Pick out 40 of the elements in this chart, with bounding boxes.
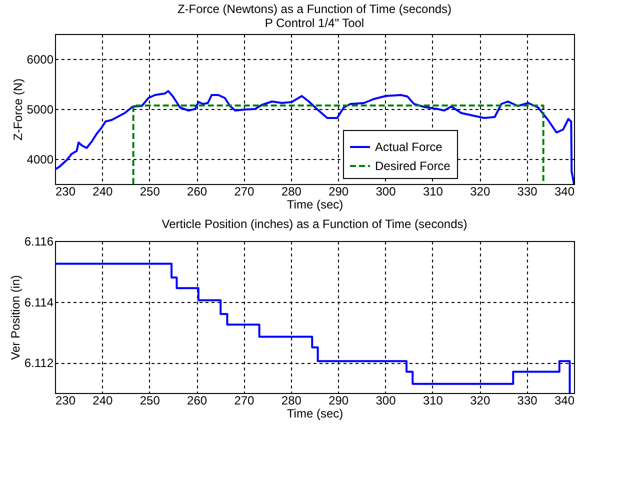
y-tick-label: 4000	[26, 152, 54, 166]
x-tick-label: 330	[517, 394, 538, 408]
x-tick-label: 270	[234, 184, 255, 198]
y-tick-label: 6.112	[24, 356, 54, 370]
x-tick-label: 260	[187, 184, 208, 198]
x-tick-label: 290	[328, 394, 349, 408]
x-tick-label: 280	[281, 394, 302, 408]
x-tick-label: 270	[234, 394, 255, 408]
x-tick-label: 340	[554, 394, 575, 408]
line-series	[55, 90, 574, 184]
chart-title: Z-Force (Newtons) as a Function of Time (seconds)	[177, 2, 452, 16]
x-tick-label: 240	[92, 184, 114, 198]
x-axis-title: Time (sec)	[286, 198, 344, 212]
chart-title: Verticle Position (inches) as a Function of Time (seconds)	[162, 217, 468, 231]
x-tick-label: 340	[554, 184, 575, 198]
x-tick-label: 260	[187, 394, 208, 408]
x-tick-label: 240	[92, 394, 114, 408]
x-tick-label: 330	[517, 184, 538, 198]
x-tick-label: 230	[56, 394, 76, 408]
x-tick-label: 280	[281, 184, 302, 198]
x-tick-label: 250	[140, 394, 160, 408]
x-tick-label: 290	[328, 184, 349, 198]
legend-label: Desired Force	[375, 159, 451, 173]
y-tick-label: 5000	[26, 102, 54, 116]
x-tick-label: 300	[376, 394, 396, 408]
x-tick-label: 310	[422, 184, 444, 198]
chart-subtitle: P Control 1/4" Tool	[264, 16, 364, 30]
x-axis-title: Time (sec)	[286, 406, 344, 420]
x-tick-label: 320	[470, 394, 490, 408]
y-tick-label: 6000	[26, 52, 54, 66]
y-tick-label: 6.114	[24, 295, 54, 310]
x-tick-label: 250	[140, 184, 160, 198]
y-axis-title: Z-Force (N)	[10, 78, 25, 140]
x-tick-label: 310	[422, 394, 444, 408]
legend-label: Actual Force	[375, 140, 443, 154]
y-axis-title: Ver Position (in)	[8, 275, 22, 360]
x-tick-label: 230	[56, 184, 76, 198]
y-tick-label: 6.116	[24, 234, 54, 248]
x-tick-label: 320	[470, 184, 490, 198]
x-tick-label: 300	[376, 184, 396, 198]
